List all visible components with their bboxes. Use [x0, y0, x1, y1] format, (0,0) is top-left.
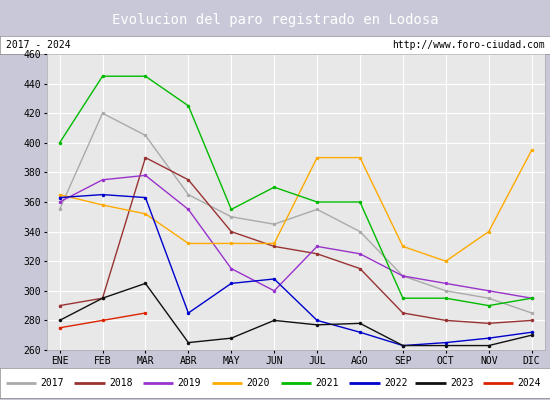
Text: 2022: 2022: [384, 378, 408, 388]
Text: Evolucion del paro registrado en Lodosa: Evolucion del paro registrado en Lodosa: [112, 13, 438, 27]
Text: 2018: 2018: [109, 378, 133, 388]
Text: 2021: 2021: [315, 378, 339, 388]
Text: 2019: 2019: [178, 378, 201, 388]
Text: 2023: 2023: [450, 378, 474, 388]
Text: http://www.foro-ciudad.com: http://www.foro-ciudad.com: [392, 40, 544, 50]
Text: 2024: 2024: [518, 378, 541, 388]
Text: 2017 - 2024: 2017 - 2024: [6, 40, 70, 50]
Text: 2017: 2017: [40, 378, 64, 388]
Text: 2020: 2020: [246, 378, 270, 388]
